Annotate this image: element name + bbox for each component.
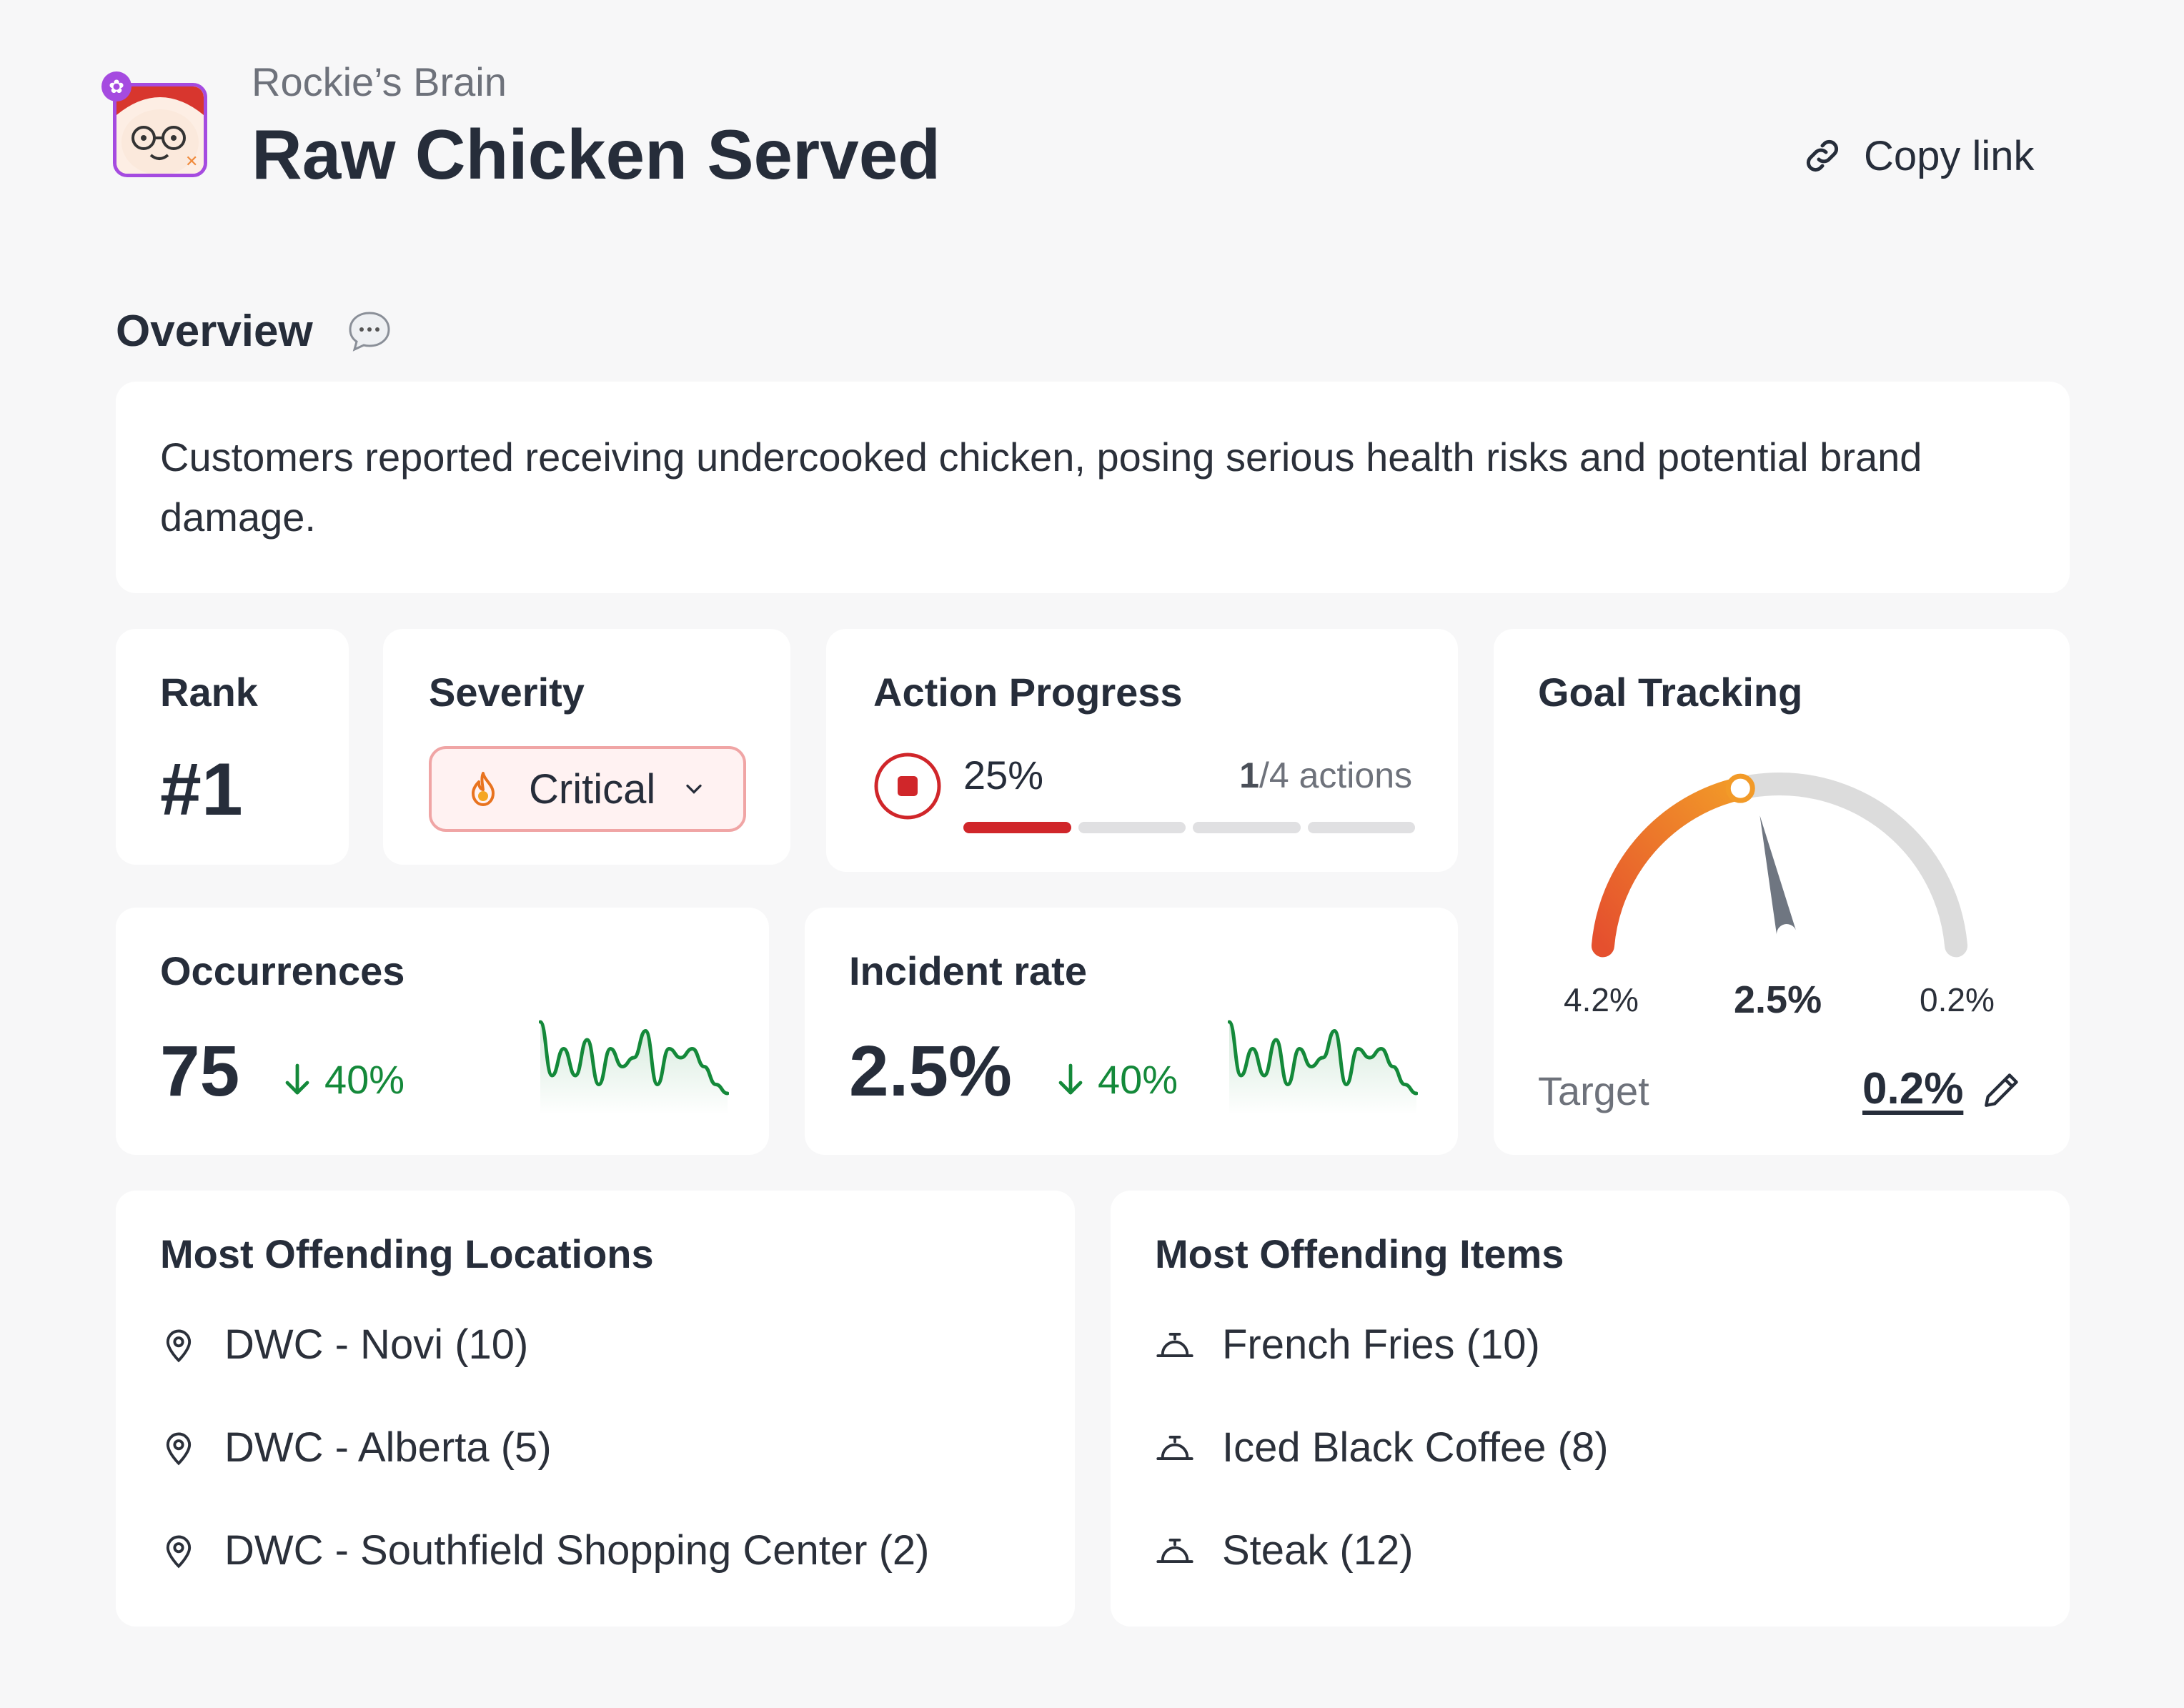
target-label: Target: [1538, 1068, 1649, 1113]
copy-link-label: Copy link: [1864, 132, 2035, 179]
gauge-progress-arc: [1591, 777, 1752, 958]
cloche-icon: [1156, 1538, 1193, 1563]
location-item[interactable]: DWC - Novi (10): [160, 1321, 528, 1369]
gauge-start-label: 4.2%: [1564, 981, 1639, 1018]
locations-card: Most Offending Locations DWC - Novi (10)…: [116, 1191, 1075, 1627]
goal-gauge: [1591, 773, 1968, 958]
severity-value: Critical: [529, 765, 656, 813]
incident-rate-value: 2.5%: [849, 1031, 1012, 1111]
action-progress-card: Action Progress 25% 1/4 actions: [826, 629, 1458, 872]
goal-tracking-label: Goal Tracking: [1538, 670, 1803, 715]
location-item[interactable]: DWC - Southfield Shopping Center (2): [160, 1526, 929, 1574]
items-card: Most Offending Items French Fries (10) I…: [1111, 1191, 2070, 1627]
sparkline-area: [540, 1022, 728, 1115]
occurrences-sparkline: [539, 1020, 729, 1115]
rank-card: Rank #1: [116, 629, 349, 865]
progress-percent: 25%: [963, 753, 1044, 798]
incident-rate-card: Incident rate 2.5% 40%: [805, 908, 1458, 1155]
occurrences-trend-value: 40%: [324, 1057, 405, 1102]
rank-label: Rank: [160, 670, 258, 715]
menu-item[interactable]: French Fries (10): [1155, 1321, 1540, 1369]
occurrences-label: Occurrences: [160, 948, 405, 993]
menu-item[interactable]: Iced Black Coffee (8): [1155, 1424, 1609, 1471]
location-item-label: DWC - Southfield Shopping Center (2): [224, 1527, 930, 1574]
location-item[interactable]: DWC - Alberta (5): [160, 1424, 552, 1471]
incident-rate-label: Incident rate: [849, 948, 1087, 993]
overview-title: Overview: [116, 307, 313, 356]
severity-label: Severity: [429, 670, 585, 715]
breadcrumb: Rockie’s Brain: [252, 59, 507, 104]
overview-description: Customers reported receiving undercooked…: [160, 435, 1922, 540]
cloche-icon: [1156, 1435, 1193, 1460]
progress-segment: [963, 822, 1071, 833]
location-item-label: DWC - Novi (10): [224, 1321, 529, 1368]
actions-total: /4 actions: [1259, 755, 1412, 795]
goal-tracking-card: Goal Tracking 4.2% 2.5% 0.2% Target 0.2%: [1494, 629, 2070, 1155]
occurrences-card: Occurrences 75 40%: [116, 908, 769, 1155]
location-pin-icon: [166, 1432, 192, 1465]
menu-item-label: Steak (12): [1222, 1527, 1414, 1574]
stop-icon[interactable]: [872, 750, 943, 822]
avatar-illustration: ✕: [116, 86, 204, 174]
link-icon: [1806, 139, 1839, 172]
actions-completed: 1: [1239, 755, 1259, 795]
brain-badge-icon: ✿: [101, 71, 131, 101]
incident-rate-trend: 40%: [1053, 1056, 1178, 1103]
incident-rate-trend-value: 40%: [1098, 1057, 1178, 1102]
sparkline-line: [1228, 1020, 1418, 1096]
action-progress-label: Action Progress: [873, 670, 1183, 715]
progress-bar: [963, 822, 1415, 833]
progress-segment: [1307, 822, 1415, 833]
copy-link-button[interactable]: Copy link: [1801, 127, 2035, 184]
chat-bubble-icon[interactable]: [346, 307, 393, 354]
svg-text:✕: ✕: [185, 153, 198, 171]
actions-count: 1/4 actions: [1239, 755, 1412, 796]
occurrences-value: 75: [160, 1031, 240, 1111]
gauge-needle-hub: [1781, 928, 1792, 940]
chevron-down-icon: [686, 784, 702, 794]
menu-item-label: Iced Black Coffee (8): [1222, 1424, 1609, 1471]
page-title: Raw Chicken Served: [252, 115, 941, 194]
location-pin-icon: [166, 1535, 192, 1568]
occurrences-trend: 40%: [280, 1056, 404, 1103]
sparkline-line: [539, 1020, 729, 1096]
location-item-label: DWC - Alberta (5): [224, 1424, 552, 1471]
gauge-needle: [1759, 815, 1797, 937]
gauge-current-label: 2.5%: [1734, 978, 1822, 1021]
cloche-icon: [1156, 1332, 1193, 1357]
menu-item-label: French Fries (10): [1222, 1321, 1540, 1368]
avatar: ✕: [113, 83, 207, 177]
overview-card: [116, 382, 2070, 593]
severity-dropdown[interactable]: Critical: [429, 746, 746, 832]
rank-value: #1: [160, 748, 243, 831]
progress-segment: [1078, 822, 1186, 833]
arrow-down-icon: [1058, 1063, 1083, 1094]
fire-icon: [472, 772, 495, 806]
progress-segment: [1193, 822, 1301, 833]
menu-item[interactable]: Steak (12): [1155, 1526, 1414, 1574]
target-value[interactable]: 0.2%: [1862, 1064, 1964, 1113]
arrow-down-icon: [285, 1063, 309, 1094]
gauge-current-marker: [1725, 773, 1755, 803]
gauge-end-label: 0.2%: [1920, 981, 1995, 1018]
locations-title: Most Offending Locations: [160, 1231, 654, 1276]
incident-rate-sparkline: [1228, 1020, 1418, 1115]
sparkline-area: [1229, 1022, 1416, 1115]
edit-pencil-icon[interactable]: [1981, 1069, 2022, 1111]
items-title: Most Offending Items: [1155, 1231, 1564, 1276]
location-pin-icon: [166, 1329, 192, 1362]
